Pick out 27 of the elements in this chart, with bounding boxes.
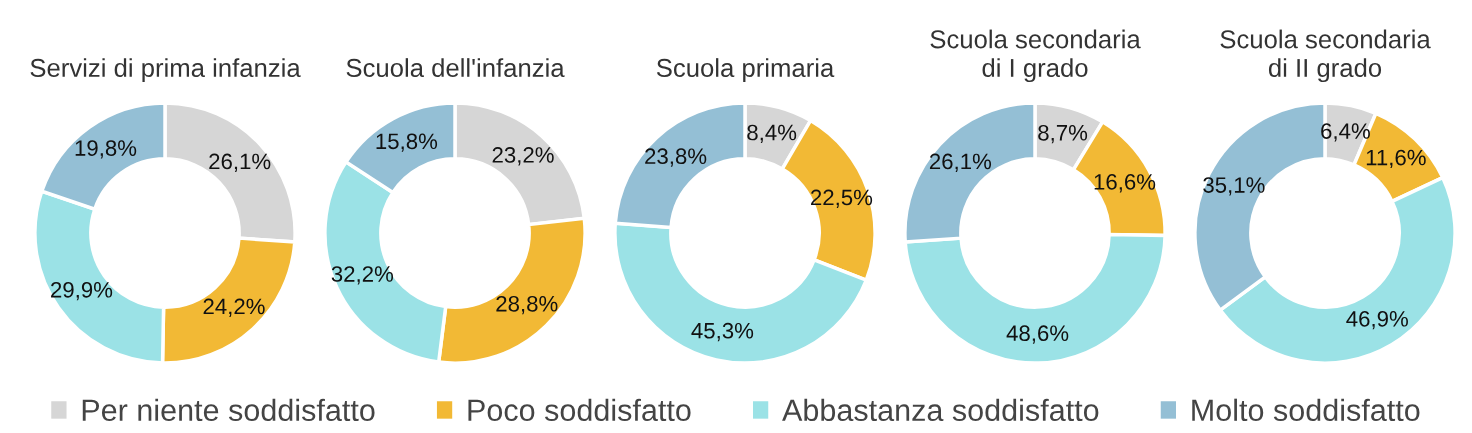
data-label: 8,7% [1038,124,1088,144]
chart-title: Scuola dell'infanzia [346,58,565,78]
data-label: 26,1% [209,153,271,172]
data-label: 23,8% [645,148,707,167]
data-label: 23,2% [492,147,554,166]
legend-label: Per niente soddisfatto [82,398,375,422]
data-label: 46,9% [1346,310,1408,330]
data-label: 8,4% [747,124,797,143]
data-label: 15,8% [376,133,438,152]
data-label: 26,1% [929,153,992,172]
data-label: 45,3% [691,322,754,342]
data-label: 6,4% [1321,123,1370,142]
data-label: 48,6% [1006,325,1069,344]
data-label: 24,2% [203,298,265,317]
chart-title: Scuola secondaria di I grado [930,29,1141,83]
data-label: 11,6% [1366,149,1426,169]
data-label: 29,9% [51,281,113,301]
legend-label: Molto soddisfatto [1192,398,1420,422]
data-label: 32,2% [331,266,394,285]
chart-title: Scuola primaria [656,58,835,83]
legend-label: Poco soddisfatto [468,398,691,422]
data-label: 19,8% [75,140,137,159]
chart-title: Scuola secondaria di II grado [1220,29,1431,83]
data-label: 35,1% [1203,177,1265,196]
legend-label: Abbastanza soddisfatto [782,398,1099,422]
data-label: 28,8% [496,295,558,315]
chart-title: Servizi di prima infanzia [30,58,301,83]
